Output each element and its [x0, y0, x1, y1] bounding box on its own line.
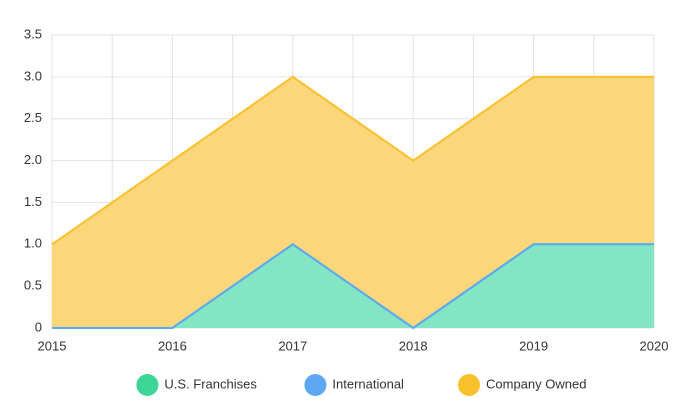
y-tick-label: 0 [35, 319, 42, 334]
legend-label: International [332, 376, 404, 391]
y-tick-label: 2.5 [24, 110, 42, 125]
x-tick-label: 2015 [38, 338, 67, 353]
legend-marker [136, 374, 159, 396]
y-tick-label: 3.5 [24, 26, 42, 41]
y-tick-label: 2.0 [24, 152, 42, 167]
legend-marker [458, 374, 480, 396]
x-tick-label: 2018 [399, 338, 428, 353]
legend-label: Company Owned [486, 376, 586, 391]
legend-label: U.S. Franchises [164, 376, 257, 391]
x-tick-label: 2017 [278, 338, 307, 353]
x-tick-label: 2019 [519, 338, 548, 353]
y-tick-label: 0.5 [24, 278, 42, 293]
y-tick-label: 3.0 [24, 68, 42, 83]
y-tick-label: 1.0 [24, 236, 42, 251]
y-tick-label: 1.5 [24, 194, 42, 209]
legend-marker [304, 374, 327, 396]
area-line [51, 75, 654, 246]
x-tick-label: 2016 [158, 338, 187, 353]
x-tick-label: 2020 [640, 338, 669, 353]
area-line [52, 243, 654, 330]
